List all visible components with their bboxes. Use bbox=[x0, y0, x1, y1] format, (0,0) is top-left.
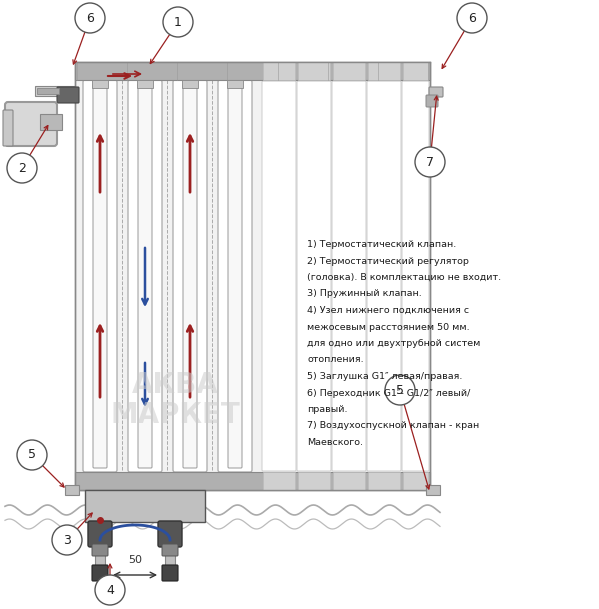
Text: 6: 6 bbox=[468, 12, 476, 24]
FancyBboxPatch shape bbox=[128, 80, 162, 472]
Bar bbox=[137, 80, 153, 88]
Bar bbox=[333, 472, 365, 490]
Text: 2: 2 bbox=[18, 161, 26, 175]
FancyBboxPatch shape bbox=[138, 84, 152, 468]
FancyBboxPatch shape bbox=[402, 81, 429, 471]
Text: 7) Воздухоспускной клапан - кран: 7) Воздухоспускной клапан - кран bbox=[307, 421, 479, 431]
FancyBboxPatch shape bbox=[83, 80, 117, 472]
Text: 50: 50 bbox=[128, 555, 142, 565]
Text: 3: 3 bbox=[63, 533, 71, 546]
Text: 6) Переходник G1″- G1/2″ левый/: 6) Переходник G1″- G1/2″ левый/ bbox=[307, 389, 470, 398]
Circle shape bbox=[457, 3, 487, 33]
FancyBboxPatch shape bbox=[218, 80, 252, 472]
FancyBboxPatch shape bbox=[88, 521, 112, 547]
Bar bbox=[35, 86, 75, 96]
Text: 1) Термостатический клапан.: 1) Термостатический клапан. bbox=[307, 240, 456, 249]
FancyBboxPatch shape bbox=[332, 81, 366, 471]
Bar bbox=[368, 62, 400, 80]
Bar bbox=[227, 80, 243, 88]
Bar bbox=[298, 472, 330, 490]
Circle shape bbox=[95, 575, 125, 605]
Bar bbox=[298, 62, 330, 80]
FancyBboxPatch shape bbox=[426, 95, 438, 107]
Text: 2) Термостатический регулятор: 2) Термостатический регулятор bbox=[307, 256, 469, 266]
Bar bbox=[92, 80, 108, 88]
Text: АКВА: АКВА bbox=[132, 371, 219, 399]
Text: МАРКЕТ: МАРКЕТ bbox=[110, 401, 240, 429]
Text: 5: 5 bbox=[396, 384, 404, 396]
Text: межосевым расстоянием 50 мм.: межосевым расстоянием 50 мм. bbox=[307, 323, 470, 331]
FancyBboxPatch shape bbox=[93, 84, 107, 468]
Bar bbox=[403, 472, 428, 490]
Bar bbox=[95, 535, 105, 565]
FancyBboxPatch shape bbox=[429, 87, 443, 97]
FancyBboxPatch shape bbox=[367, 81, 401, 471]
Text: 6: 6 bbox=[86, 12, 94, 24]
Text: 4: 4 bbox=[106, 583, 114, 596]
Text: 4) Узел нижнего подключения с: 4) Узел нижнего подключения с bbox=[307, 306, 469, 315]
Circle shape bbox=[52, 525, 82, 555]
FancyBboxPatch shape bbox=[162, 565, 178, 581]
FancyBboxPatch shape bbox=[162, 544, 178, 556]
Text: 3) Пружинный клапан.: 3) Пружинный клапан. bbox=[307, 289, 422, 298]
Bar bbox=[85, 490, 205, 522]
Bar bbox=[263, 62, 295, 80]
FancyBboxPatch shape bbox=[3, 110, 13, 146]
Bar bbox=[65, 485, 79, 495]
Circle shape bbox=[7, 153, 37, 183]
Bar bbox=[426, 485, 440, 495]
Text: правый.: правый. bbox=[307, 405, 347, 414]
Bar bbox=[403, 62, 428, 80]
FancyBboxPatch shape bbox=[5, 102, 57, 146]
Text: Маевского.: Маевского. bbox=[307, 438, 363, 447]
Text: 1: 1 bbox=[174, 15, 182, 29]
FancyBboxPatch shape bbox=[92, 565, 108, 581]
FancyBboxPatch shape bbox=[173, 80, 207, 472]
FancyBboxPatch shape bbox=[183, 84, 197, 468]
Bar bbox=[182, 80, 198, 88]
Circle shape bbox=[415, 147, 445, 177]
Bar bbox=[165, 535, 175, 565]
Bar bbox=[40, 114, 62, 130]
Circle shape bbox=[385, 375, 415, 405]
Text: для одно или двухтрубной систем: для одно или двухтрубной систем bbox=[307, 339, 480, 348]
FancyBboxPatch shape bbox=[228, 84, 242, 468]
FancyBboxPatch shape bbox=[92, 544, 108, 556]
Bar bbox=[37, 88, 59, 94]
Circle shape bbox=[163, 7, 193, 37]
Text: 5) Заглушка G1″ левая/правая.: 5) Заглушка G1″ левая/правая. bbox=[307, 372, 462, 381]
FancyBboxPatch shape bbox=[158, 521, 182, 547]
Text: отопления.: отопления. bbox=[307, 356, 364, 365]
Circle shape bbox=[75, 3, 105, 33]
Text: 7: 7 bbox=[426, 155, 434, 169]
Bar bbox=[75, 62, 430, 80]
Bar bbox=[368, 472, 400, 490]
Bar bbox=[333, 62, 365, 80]
FancyBboxPatch shape bbox=[75, 62, 430, 490]
Text: 5: 5 bbox=[28, 448, 36, 462]
Bar bbox=[75, 472, 430, 490]
Circle shape bbox=[17, 440, 47, 470]
FancyBboxPatch shape bbox=[297, 81, 331, 471]
Bar bbox=[263, 472, 295, 490]
FancyBboxPatch shape bbox=[57, 87, 79, 103]
FancyBboxPatch shape bbox=[262, 81, 296, 471]
Text: (головка). В комплектацию не входит.: (головка). В комплектацию не входит. bbox=[307, 273, 501, 282]
